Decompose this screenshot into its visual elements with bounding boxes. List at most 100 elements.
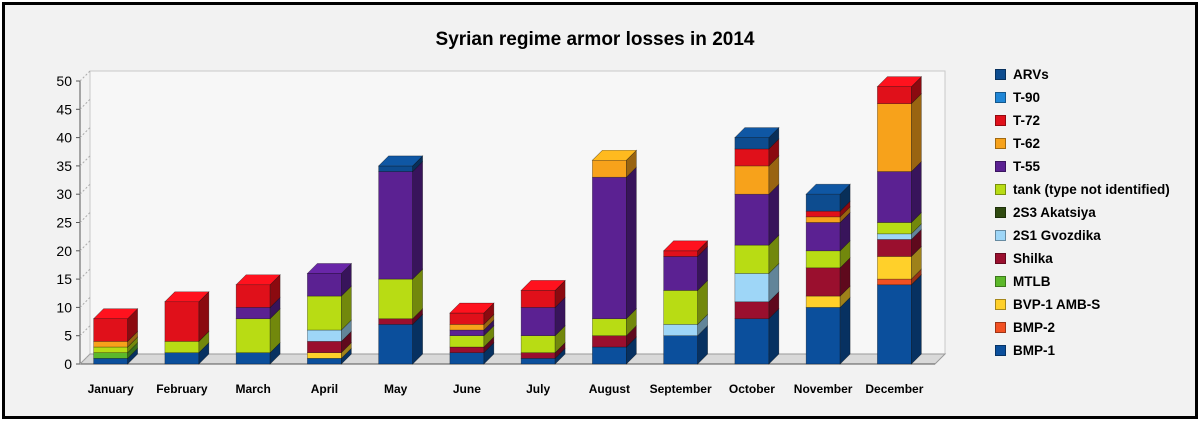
bar-bmp-1-september [663,335,698,365]
bar-tank-type-not-identified-july [520,335,556,353]
bar-t-72-july [520,290,556,308]
legend-label: T-90 [1013,90,1041,105]
legend-label: T-62 [1013,136,1041,151]
legend-swatch [995,230,1006,241]
bar-arvs-october [734,137,770,150]
y-tick-label: 40 [56,130,72,146]
bar-tank-type-not-identified-june [449,335,485,348]
bar-tank-type-not-identified-january [93,346,128,353]
legend-item: MTLB [995,270,1195,293]
bar-top-t-72-july [520,280,566,291]
legend-swatch [995,92,1006,103]
bar-tank-type-not-identified-december [877,222,912,235]
bar-side-t-55-august [626,166,637,320]
y-tick-depth-line [79,297,91,308]
bar-shilka-november [805,267,841,297]
bar-top-t-72-january [92,308,139,320]
y-tick-depth-line [79,127,91,138]
x-tick-label: January [88,382,134,396]
bar-shilka-may [378,318,413,325]
bar-bmp-1-february [164,352,200,365]
bar-tank-type-not-identified-october [734,244,770,274]
bar-t-72-september [663,250,698,257]
legend-item: tank (type not identified) [995,178,1195,201]
bar-top-t-72-september [662,240,709,252]
bar-t-62-january [93,341,128,348]
bar-top-t-72-march [235,274,281,286]
bar-side-bmp-1-november [839,296,851,365]
y-tick-depth-line [79,240,91,252]
bar-tank-type-not-identified-november [805,250,841,269]
bar-top-t-62-august [591,149,638,161]
bar-bmp-1-may [378,324,413,365]
legend-label: BMP-1 [1013,343,1056,358]
bar-shilka-october [734,301,770,320]
bar-2s1-gvozdika-december [877,233,912,240]
x-tick-label: September [650,382,712,396]
chart-title: Syrian regime armor losses in 2014 [435,29,755,50]
bar-bvp-1-amb-s-april [307,352,342,359]
bar-arvs-may [378,165,413,172]
bar-side-t-55-may [412,160,423,280]
bar-top-arvs-november [805,183,851,195]
legend-label: 2S1 Gvozdika [1013,228,1101,243]
legend-item: T-55 [995,155,1195,178]
legend-swatch [995,138,1006,149]
legend-label: T-55 [1013,159,1041,174]
x-tick-label: July [526,382,550,396]
bar-top-arvs-october [734,127,780,138]
bar-bmp-1-december [877,284,912,365]
bar-t-55-june [449,329,485,337]
bar-side-bmp-1-december [911,274,922,365]
bar-t-72-june [449,312,485,325]
bar-t-72-october [734,148,770,167]
y-tick-depth-line [79,212,91,223]
y-tick-depth-line [79,155,91,167]
legend-label: 2S3 Akatsiya [1013,205,1096,220]
legend-label: BVP-1 AMB-S [1013,297,1101,312]
bar-t-62-june [449,324,485,331]
bar-side-t-62-december [911,92,922,173]
y-tick-label: 25 [56,215,72,231]
legend-label: MTLB [1013,274,1051,289]
bar-bvp-1-amb-s-november [805,295,841,308]
y-tick-label: 10 [56,299,72,315]
bar-top-arvs-may [377,155,424,167]
bar-2s1-gvozdika-april [307,329,342,342]
y-tick-depth-line [79,70,91,82]
bar-t-55-october [734,193,770,246]
legend-swatch [995,69,1006,80]
y-tick-label: 35 [56,158,72,174]
x-tick-label: March [235,382,270,396]
bar-t-55-april [307,273,342,297]
bar-bmp-1-june [449,352,485,365]
x-tick-label: October [729,382,775,396]
legend-item: BMP-1 [995,339,1195,362]
bar-bmp-1-april [307,358,342,365]
y-tick-depth-line [79,325,91,337]
bar-t-55-march [235,307,271,320]
bar-arvs-november [805,193,841,212]
x-tick-label: April [311,382,338,396]
bar-bmp-1-august [592,346,627,365]
x-tick-label: February [156,382,208,396]
legend-item: T-72 [995,109,1195,132]
bar-top-t-72-february [164,291,210,303]
bar-t-62-december [877,103,912,172]
legend-swatch [995,322,1006,333]
x-tick-label: May [384,382,408,396]
y-tick-label: 20 [56,243,72,259]
bar-shilka-april [307,341,342,353]
legend-item: T-62 [995,132,1195,155]
legend-swatch [995,345,1006,356]
chart-legend: ARVs T-90 T-72 T-62 T-55 tank (type not ident… [995,63,1195,362]
bar-tank-type-not-identified-february [164,341,200,353]
legend-swatch [995,299,1006,310]
y-tick-label: 45 [56,101,72,117]
bar-shilka-december [877,239,912,257]
bar-t-72-march [235,284,271,308]
bar-t-62-august [592,159,627,178]
x-tick-label: November [794,382,853,396]
legend-item: BVP-1 AMB-S [995,293,1195,316]
legend-item: Shilka [995,247,1195,270]
